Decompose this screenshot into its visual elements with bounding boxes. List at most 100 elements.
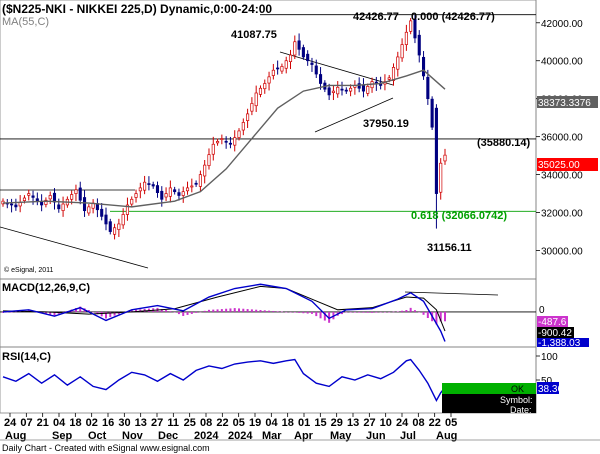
candle-body [396, 56, 400, 70]
candle-body [52, 192, 57, 203]
candle-body [10, 203, 14, 206]
candle [190, 178, 194, 193]
candle [185, 181, 190, 195]
x-day-label: 27 [363, 417, 375, 429]
candle-body [228, 142, 232, 145]
macd-hist-bar [79, 306, 82, 312]
x-month-label: Apr [294, 430, 314, 442]
macd-hist-bar [117, 311, 120, 315]
status-ok-text: OK [511, 384, 524, 394]
macd-hist-bar [242, 308, 245, 312]
candle-body [48, 195, 52, 200]
candle-body [400, 44, 404, 59]
trend-line [404, 291, 499, 296]
macd-hist-bar [135, 309, 138, 312]
macd-hist-bar [268, 310, 271, 312]
trend-line [314, 97, 394, 133]
candle-body [87, 206, 91, 214]
macd-hist-bar [435, 311, 438, 325]
copyright-text: © eSignal, 2011 [4, 266, 54, 274]
candle [258, 85, 263, 98]
candle [181, 186, 185, 203]
macd-hist-bar [345, 311, 348, 313]
macd-hist-bar [315, 311, 318, 317]
candle-body [113, 227, 117, 235]
candle [228, 136, 232, 149]
macd-hist-bar [392, 311, 395, 313]
candle-body [35, 198, 39, 202]
macd-hist-bar [109, 311, 112, 318]
x-month-label: Nov [122, 430, 144, 442]
macd-hist-bar [139, 309, 142, 312]
candle [117, 218, 121, 237]
candle-body [254, 92, 258, 107]
macd-hist-bar [130, 310, 133, 312]
candle-body [14, 204, 18, 208]
macd-hist-bar [255, 309, 258, 312]
x-day-label: 04 [53, 417, 66, 429]
macd-line-tag [537, 338, 589, 347]
candle [421, 51, 426, 80]
candle-body [319, 74, 323, 84]
macd-hist-bar [190, 311, 193, 314]
x-month-label: Jun [366, 430, 386, 442]
candle-body [125, 204, 129, 215]
x-day-label: 08 [200, 417, 212, 429]
macd-hist-bar [353, 311, 356, 313]
macd-hist-bar [302, 311, 305, 314]
x-day-label: 24 [396, 417, 409, 429]
macd-hist-bar [426, 311, 429, 319]
macd-hist-bar [388, 311, 391, 313]
candle-body [151, 184, 155, 187]
candle [237, 128, 241, 141]
macd-hist-bar [379, 311, 382, 313]
macd-hist-bar [113, 311, 116, 316]
macd-hist-bar [233, 308, 236, 312]
macd-hist-bar [444, 311, 446, 322]
candle-body [314, 65, 318, 75]
candle [224, 136, 228, 149]
candle-body [276, 67, 280, 70]
candle [400, 38, 404, 62]
candle [233, 130, 237, 152]
candle [396, 51, 400, 77]
x-day-label: 16 [102, 417, 114, 429]
candle-body [280, 66, 284, 72]
macd-hist-bar [422, 311, 425, 315]
x-month-label: 2024 [194, 430, 219, 442]
rsi-value: 38.36 [538, 384, 563, 395]
candle-body [331, 90, 335, 93]
candle [280, 63, 284, 74]
macd-hist-bar [182, 311, 185, 316]
candle [57, 198, 61, 213]
x-day-label: 24 [4, 417, 17, 429]
macd-hist-bar [310, 311, 313, 314]
last-price-tag [537, 158, 598, 171]
candle [104, 207, 108, 231]
candle [147, 176, 151, 191]
candle-body [409, 20, 413, 32]
candle-body [147, 183, 151, 185]
macd-hist-bar [319, 311, 322, 319]
rsi-value-tag [537, 382, 559, 394]
macd-hist-bar [418, 311, 421, 313]
candle [391, 63, 396, 86]
candle [168, 180, 172, 203]
candle-body [349, 87, 353, 92]
candle [31, 190, 35, 205]
candle [143, 175, 147, 195]
x-day-label: 18 [282, 417, 294, 429]
candle-body [211, 143, 215, 155]
candle [173, 186, 177, 195]
candle [404, 24, 408, 51]
candle-body [241, 122, 245, 131]
last-price-value: 35025.00 [538, 160, 580, 171]
candle [155, 181, 160, 198]
candle [194, 180, 198, 187]
x-day-label: 29 [331, 417, 343, 429]
candle [14, 198, 18, 211]
candle-body [121, 214, 125, 226]
candle-body [138, 187, 142, 192]
candle [91, 199, 95, 214]
